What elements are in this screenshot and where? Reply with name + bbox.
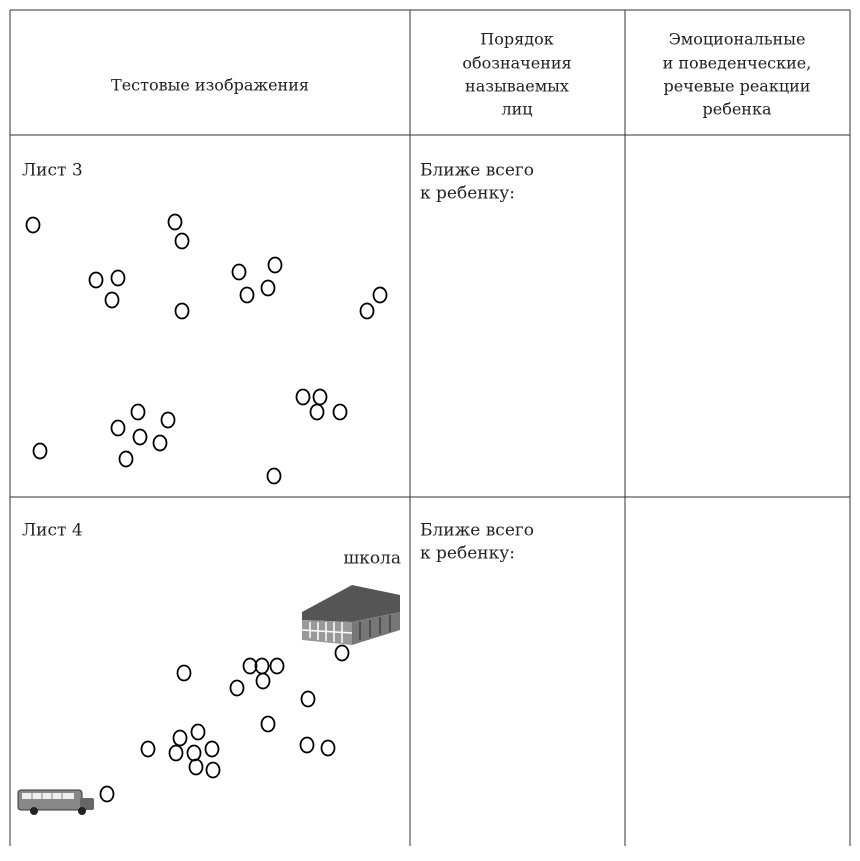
header-cell: Эмоциональные bbox=[669, 30, 806, 49]
figure bbox=[167, 213, 183, 231]
header-cell: называемых bbox=[465, 77, 569, 96]
figure bbox=[299, 736, 315, 754]
figure bbox=[188, 758, 204, 776]
figure bbox=[176, 664, 192, 682]
figure bbox=[25, 216, 41, 234]
figure bbox=[229, 679, 245, 697]
cell-text: Ближе всего bbox=[420, 161, 534, 181]
figure bbox=[118, 450, 134, 468]
header-cell: лиц bbox=[501, 100, 532, 119]
figure bbox=[132, 428, 148, 446]
cell-text: к ребенку: bbox=[420, 184, 515, 204]
figure bbox=[359, 302, 375, 320]
figure bbox=[332, 403, 348, 421]
figures bbox=[25, 213, 388, 803]
figure bbox=[267, 256, 283, 274]
figure bbox=[300, 690, 316, 708]
figure bbox=[110, 269, 126, 287]
row-label: Лист 3 bbox=[22, 161, 83, 181]
figure bbox=[104, 291, 120, 309]
figure bbox=[312, 388, 328, 406]
header-cell: ребенка bbox=[702, 100, 771, 119]
row-label: Лист 4 bbox=[22, 521, 83, 541]
figure bbox=[239, 286, 255, 304]
figure bbox=[255, 672, 271, 690]
figure bbox=[168, 744, 184, 762]
figure bbox=[172, 729, 188, 747]
figure bbox=[269, 657, 285, 675]
figure bbox=[372, 286, 388, 304]
figure bbox=[205, 761, 221, 779]
figure bbox=[140, 740, 156, 758]
figure bbox=[32, 442, 48, 460]
figure bbox=[190, 723, 206, 741]
figure bbox=[260, 279, 276, 297]
figure bbox=[254, 657, 270, 675]
table-grid bbox=[9, 9, 851, 846]
figure bbox=[88, 271, 104, 289]
figure bbox=[320, 739, 336, 757]
figure bbox=[160, 411, 176, 429]
figure bbox=[174, 232, 190, 250]
figure bbox=[334, 644, 350, 662]
header-cell: Тестовые изображения bbox=[111, 76, 309, 95]
figure bbox=[152, 434, 168, 452]
bus-icon bbox=[17, 789, 94, 815]
annotation: школа bbox=[343, 549, 401, 569]
figure bbox=[242, 657, 258, 675]
cell-text: Ближе всего bbox=[420, 521, 534, 541]
header-cell: и поведенческие, bbox=[663, 54, 812, 73]
figure bbox=[260, 715, 276, 733]
figure bbox=[266, 467, 282, 485]
cell-text: к ребенку: bbox=[420, 544, 515, 564]
figure bbox=[110, 419, 126, 437]
figure bbox=[295, 388, 311, 406]
figure bbox=[99, 785, 115, 803]
header-cell: речевые реакции bbox=[664, 77, 811, 96]
figure bbox=[231, 263, 247, 281]
figure bbox=[204, 740, 220, 758]
figure bbox=[186, 744, 202, 762]
figure bbox=[174, 302, 190, 320]
figure bbox=[130, 403, 146, 421]
figure bbox=[309, 403, 325, 421]
header-cell: обозначения bbox=[462, 54, 571, 73]
header-cell: Порядок bbox=[480, 30, 553, 49]
school-icon bbox=[301, 585, 400, 645]
